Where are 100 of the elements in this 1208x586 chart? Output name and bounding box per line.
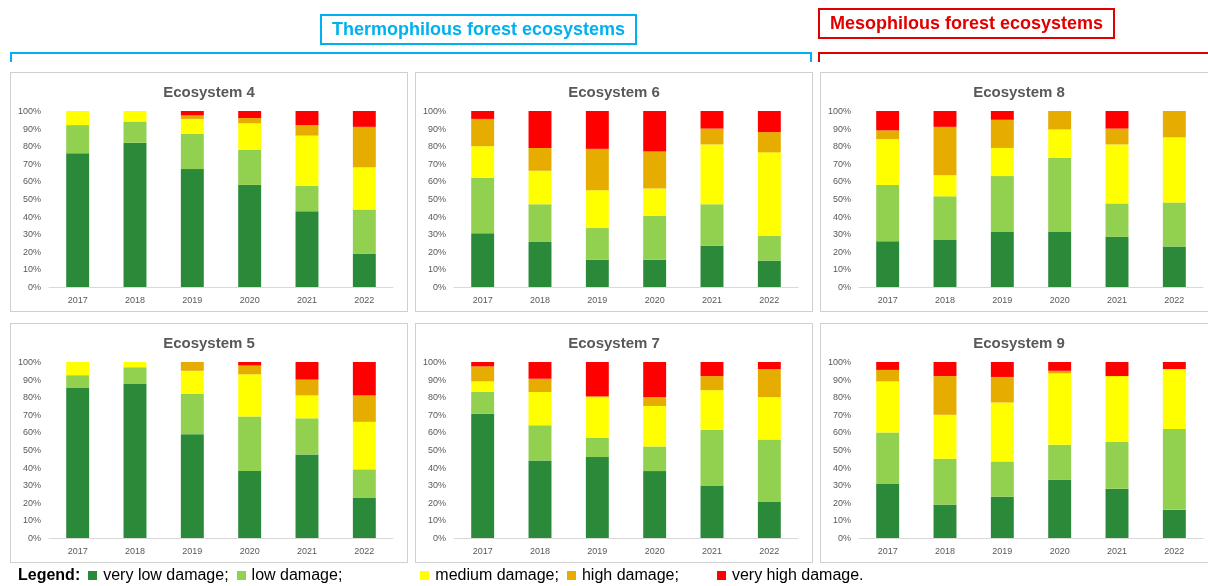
y-tick-label: 80% — [22, 141, 41, 152]
y-tick-label: 0% — [432, 533, 446, 543]
bar — [238, 374, 262, 417]
bar — [295, 125, 319, 136]
y-tick-label: 70% — [22, 158, 41, 169]
legend-label: very low damage; — [103, 566, 229, 584]
legend-label: low damage; — [251, 566, 343, 584]
bar — [643, 446, 667, 472]
bar — [933, 362, 957, 377]
bar — [757, 132, 781, 153]
bar — [238, 365, 262, 375]
bar — [1162, 369, 1186, 429]
y-tick-label: 40% — [22, 462, 41, 473]
bar — [933, 126, 957, 176]
bar — [643, 188, 667, 216]
y-tick-label: 30% — [427, 480, 446, 491]
bar — [643, 259, 667, 287]
y-tick-label: 40% — [427, 211, 446, 222]
y-tick-label: 50% — [427, 194, 446, 204]
x-tick-label: 2018 — [529, 294, 551, 305]
bar — [643, 362, 667, 398]
y-tick-label: 0% — [432, 282, 446, 292]
y-tick-label: 90% — [427, 123, 446, 134]
y-tick-label: 10% — [427, 264, 446, 275]
bar — [700, 144, 724, 205]
y-tick-label: 20% — [427, 246, 446, 257]
bar — [123, 121, 147, 143]
text: Thermophilous forest ecosystems — [320, 14, 638, 45]
bar — [700, 376, 724, 391]
bar — [352, 469, 376, 498]
bar — [700, 486, 724, 538]
bar — [585, 228, 609, 260]
bar — [585, 437, 609, 458]
bar — [933, 175, 957, 197]
y-tick-label: 90% — [427, 374, 446, 385]
bar — [1105, 203, 1129, 237]
bar — [876, 111, 900, 131]
bar — [933, 458, 957, 505]
y-tick-label: 10% — [22, 264, 41, 275]
bar — [295, 362, 319, 380]
x-tick-label: 2019 — [587, 294, 608, 305]
bar — [471, 366, 495, 382]
y-tick-label: 20% — [832, 497, 851, 508]
y-tick-label: 10% — [832, 515, 851, 526]
bar — [990, 461, 1014, 497]
bar — [990, 402, 1014, 462]
bar — [471, 111, 495, 119]
y-tick-label: 60% — [22, 176, 41, 187]
bar — [585, 457, 609, 538]
bar — [585, 111, 609, 149]
y-tick-label: 90% — [22, 374, 41, 385]
bar — [700, 245, 724, 287]
x-tick-label: 2017 — [472, 294, 493, 305]
y-tick-label: 20% — [427, 497, 446, 508]
y-tick-label: 60% — [22, 427, 41, 438]
bar — [180, 169, 204, 287]
bar — [990, 362, 1014, 377]
y-tick-label: 30% — [427, 229, 446, 240]
bar — [528, 378, 552, 392]
bar — [528, 242, 552, 287]
bar — [585, 190, 609, 229]
bar — [180, 393, 204, 435]
bar — [585, 397, 609, 438]
bar — [528, 111, 552, 148]
bar — [643, 471, 667, 538]
x-tick-label: 2019 — [182, 294, 203, 305]
x-tick-label: 2020 — [239, 545, 260, 556]
y-tick-label: 0% — [27, 533, 41, 543]
y-tick-label: 50% — [427, 445, 446, 455]
bar — [757, 501, 781, 538]
bar — [238, 118, 262, 124]
chart-title: Ecosystem 4 — [163, 83, 256, 100]
bar — [471, 362, 495, 367]
y-tick-label: 100% — [17, 106, 41, 116]
bar — [123, 111, 147, 122]
y-tick-label: 10% — [22, 515, 41, 526]
bar — [1105, 442, 1129, 489]
bar — [180, 118, 204, 134]
bar — [933, 239, 957, 287]
bar — [876, 130, 900, 140]
y-tick-label: 70% — [427, 409, 446, 420]
y-tick-label: 80% — [832, 392, 851, 403]
x-tick-label: 2021 — [701, 545, 723, 556]
bar — [1105, 376, 1129, 443]
legend-label: very high damage. — [731, 566, 864, 584]
bar — [352, 126, 376, 168]
y-tick-label: 70% — [22, 409, 41, 420]
x-tick-label: 2022 — [1164, 294, 1185, 305]
bar — [585, 259, 609, 287]
x-tick-label: 2020 — [644, 294, 665, 305]
y-tick-label: 80% — [832, 141, 851, 152]
bar — [295, 418, 319, 455]
bar — [123, 362, 147, 368]
bar — [123, 384, 147, 538]
bar — [352, 395, 376, 422]
bar — [1105, 128, 1129, 145]
y-tick-label: 0% — [837, 282, 851, 292]
y-tick-label: 50% — [832, 194, 851, 204]
bar — [1105, 111, 1129, 129]
bar — [471, 391, 495, 414]
